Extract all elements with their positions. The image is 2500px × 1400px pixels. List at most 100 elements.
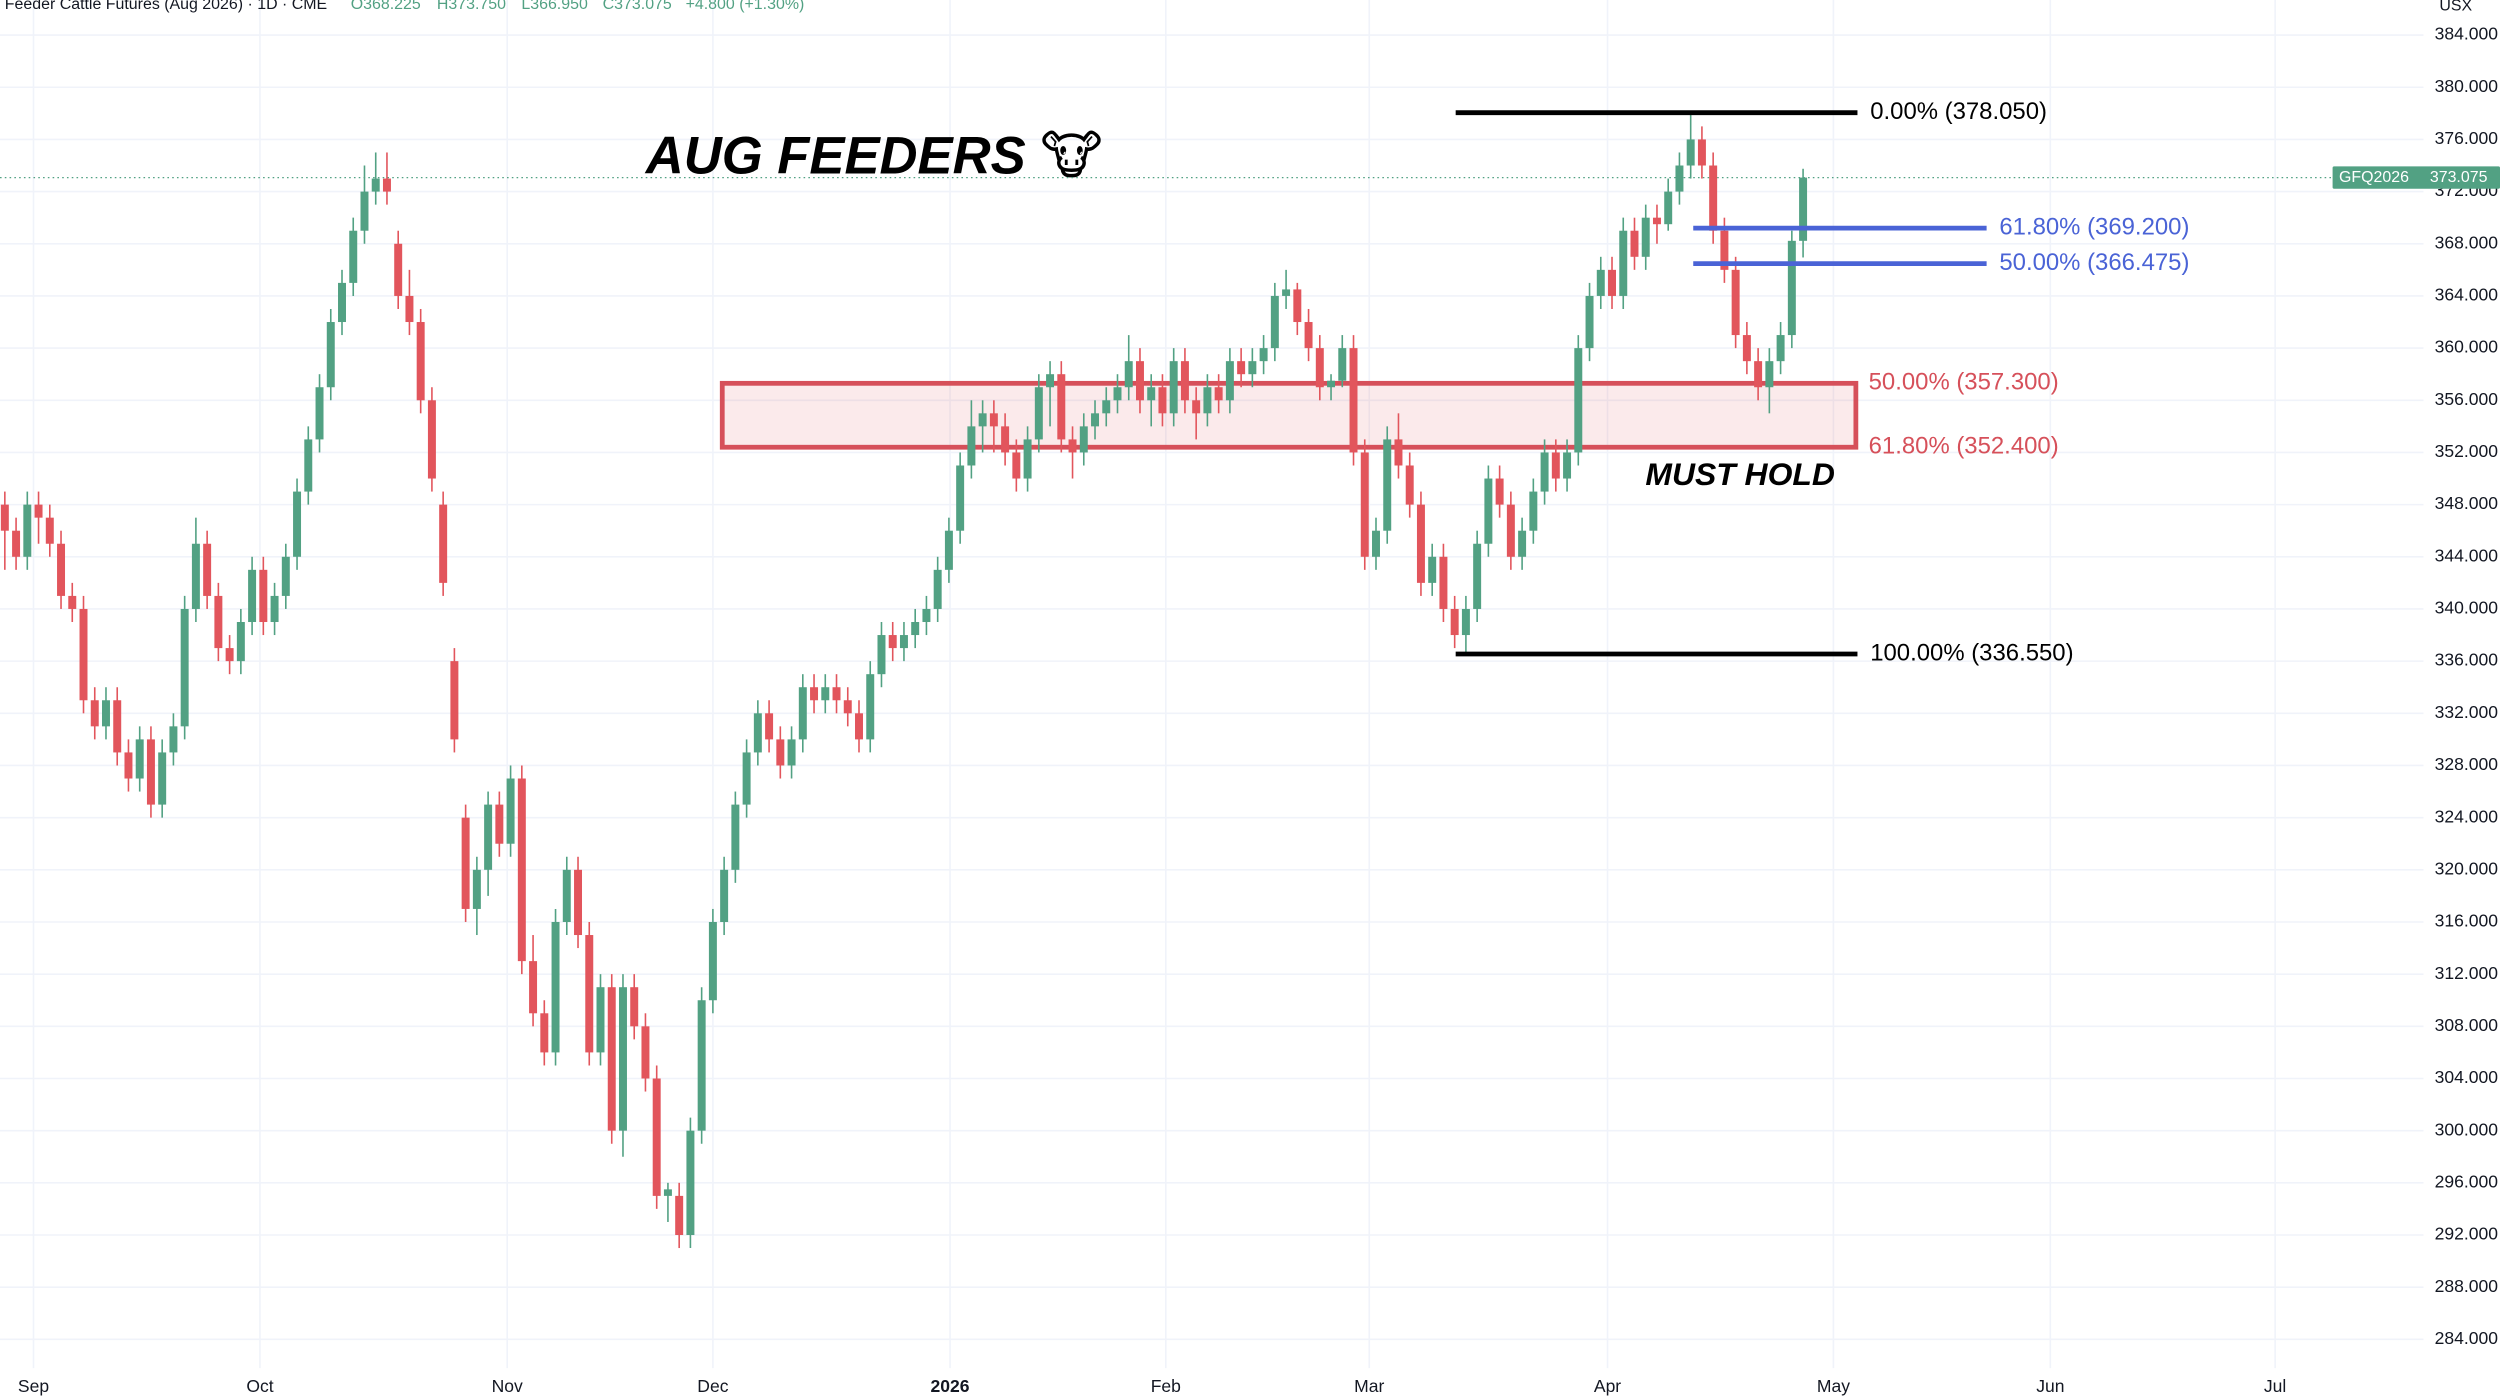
candle-body <box>708 921 717 1001</box>
candle-body <box>416 322 425 401</box>
candle-body <box>1349 348 1358 453</box>
candle-body <box>1585 295 1594 349</box>
fib-label: 50.00% (366.475) <box>1999 249 2189 276</box>
y-tick-label: 324.000 <box>2435 806 2499 826</box>
candle-body <box>382 178 391 192</box>
candle-body <box>1551 452 1560 479</box>
candle-body <box>1057 374 1066 440</box>
candle-body <box>259 569 268 623</box>
y-tick-label: 308.000 <box>2435 1015 2499 1035</box>
annotation: MUST HOLD <box>1645 456 1834 492</box>
candle-body <box>57 543 66 596</box>
candle-body <box>1652 217 1661 225</box>
y-tick-label: 300.000 <box>2435 1119 2499 1139</box>
y-tick-label: 348.000 <box>2435 493 2499 513</box>
y-tick-label: 360.000 <box>2435 337 2499 357</box>
candle-body <box>360 191 369 231</box>
candle-body <box>585 935 594 1053</box>
candle-body <box>956 465 965 531</box>
candle-body <box>1664 191 1673 225</box>
candle-body <box>450 661 459 740</box>
candle-body <box>180 608 189 727</box>
candle-body <box>1529 491 1538 531</box>
candle-body <box>742 752 751 805</box>
candle-body <box>798 687 807 740</box>
candle-body <box>843 700 852 714</box>
candle-body <box>922 608 931 623</box>
candle-body <box>1248 361 1257 375</box>
candle-body <box>1102 400 1111 414</box>
candle-body <box>1563 452 1572 479</box>
candle-body <box>191 543 200 609</box>
symbol-label: GFQ2026 <box>2339 169 2409 186</box>
candle-body <box>113 700 122 753</box>
candle-body <box>1641 217 1650 257</box>
candle-body <box>349 230 358 283</box>
candle-body <box>315 387 324 440</box>
y-tick-label: 364.000 <box>2435 285 2499 305</box>
candle-body <box>1169 361 1178 414</box>
candle-body <box>1012 452 1021 479</box>
y-tick-label: 376.000 <box>2435 128 2499 148</box>
y-tick-label: 332.000 <box>2435 702 2499 722</box>
candle-body <box>1315 348 1324 388</box>
candle-body <box>596 987 605 1053</box>
y-tick-label: 356.000 <box>2435 389 2499 409</box>
candle-body <box>0 504 9 531</box>
candle-body <box>1079 426 1088 453</box>
candle-body <box>1540 452 1549 492</box>
candle-body <box>1293 289 1302 323</box>
y-tick-label: 316.000 <box>2435 911 2499 931</box>
last-price-label: 373.075 <box>2430 169 2488 186</box>
candle-body <box>1630 230 1639 257</box>
candle-body <box>1754 361 1763 388</box>
x-tick-label: Oct <box>246 1376 273 1396</box>
y-tick-label: 304.000 <box>2435 1067 2499 1087</box>
candle-body <box>562 869 571 922</box>
candle-body <box>641 1026 650 1079</box>
currency: USX <box>2439 0 2472 15</box>
y-tick-label: 296.000 <box>2435 1171 2499 1191</box>
fib-label: 100.00% (336.550) <box>1870 639 2073 666</box>
candle-body <box>1799 177 1808 241</box>
candle-body <box>663 1189 672 1196</box>
candle-body <box>1001 426 1010 453</box>
candle-body <box>933 569 942 609</box>
candle-body <box>304 439 313 492</box>
candle-body <box>1192 400 1201 414</box>
candle-body <box>1068 439 1077 453</box>
header-text: +4.800 (+1.30%) <box>686 0 805 13</box>
candle-body <box>697 1000 706 1131</box>
x-tick-label: Jun <box>2036 1376 2064 1396</box>
candle-body <box>248 569 257 623</box>
candle-body <box>832 687 841 701</box>
fib-label: 50.00% (357.300) <box>1869 369 2059 396</box>
candle-body <box>1731 269 1740 336</box>
candle-body <box>753 713 762 753</box>
candle-body <box>765 713 774 740</box>
y-tick-label: 312.000 <box>2435 963 2499 983</box>
y-tick-label: 384.000 <box>2435 24 2499 44</box>
candle-body <box>101 700 110 727</box>
candle-body <box>1596 269 1605 296</box>
candle-body <box>1360 452 1369 557</box>
candle-body <box>529 961 538 1014</box>
candle-body <box>1225 361 1234 401</box>
candle-body <box>1720 230 1729 270</box>
candle-body <box>1450 608 1459 636</box>
candle-body <box>405 295 414 323</box>
candle-body <box>1742 335 1751 362</box>
candle-body <box>1574 348 1583 453</box>
candle-body <box>821 687 830 701</box>
header-text: H373.750 <box>437 0 506 13</box>
header-text: L366.950 <box>521 0 588 13</box>
candle-body <box>1619 230 1628 296</box>
candle-body <box>607 987 616 1131</box>
candle-body <box>989 413 998 427</box>
fib-label: 61.80% (369.200) <box>1999 213 2189 240</box>
candle-body <box>517 778 526 962</box>
candle-body <box>810 687 819 701</box>
candle-body <box>495 804 504 844</box>
candle-body <box>79 608 88 701</box>
candle-body <box>1372 530 1380 557</box>
